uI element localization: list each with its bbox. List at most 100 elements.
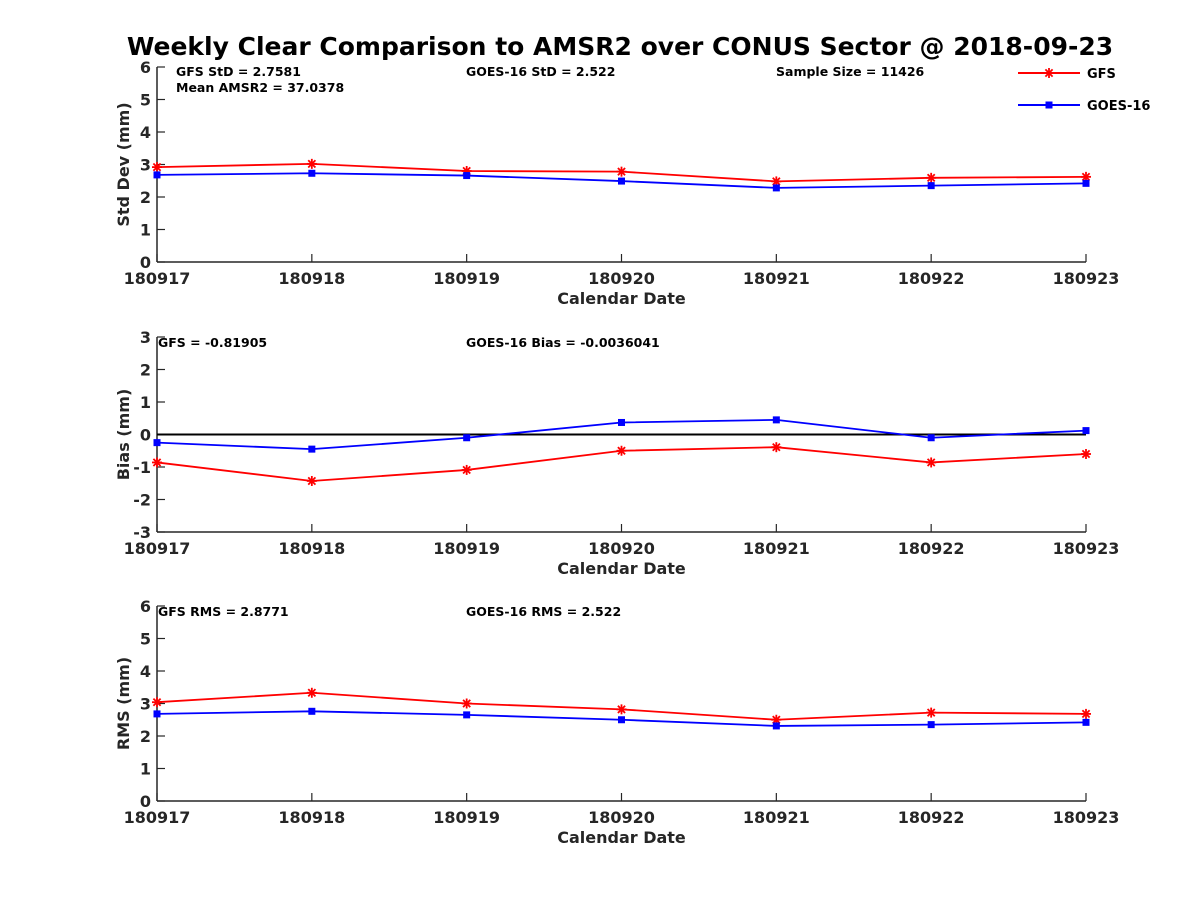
annotation-text: GOES-16 RMS = 2.522 (466, 604, 621, 619)
data-point-asterisk (152, 457, 162, 468)
data-point-square (153, 710, 161, 718)
data-point-asterisk (152, 162, 162, 173)
subplots: 0 1 2 3 4 5 6 180917 180918 180919 180920 180921 180… (114, 58, 1119, 847)
annotation-text: Sample Size = 11426 (776, 64, 925, 79)
x-tick-label: 180922 (898, 808, 965, 827)
data-point-asterisk (771, 442, 782, 453)
x-axis-label: Calendar Date (557, 559, 686, 578)
legend-gfs-asterisk-icon (1044, 68, 1054, 78)
y-axis-label: Bias (mm) (114, 389, 133, 481)
data-point-asterisk (152, 697, 162, 708)
x-tick-label: 180921 (743, 808, 810, 827)
x-tick-label: 180923 (1053, 269, 1120, 288)
y-tick-label: 3 (140, 328, 151, 347)
x-tick-label: 180917 (124, 539, 191, 558)
x-tick-label: 180923 (1053, 539, 1120, 558)
data-point-asterisk (926, 457, 937, 468)
data-point-asterisk (461, 464, 472, 475)
y-tick-label: 1 (140, 393, 151, 412)
subplot-3: 0 1 2 3 4 5 6 180917 180918 180919 180920 180921 180… (114, 597, 1119, 847)
data-point-square (927, 182, 935, 190)
y-axis-label: RMS (mm) (114, 657, 133, 750)
data-point-asterisk (1081, 708, 1091, 719)
legend-goes16-square-icon (1045, 101, 1053, 109)
data-point-square (463, 434, 471, 442)
data-point-asterisk (926, 172, 937, 183)
y-tick-label: 6 (140, 597, 151, 616)
y-tick-label: -3 (133, 523, 151, 542)
y-tick-label: 3 (140, 695, 151, 714)
y-tick-label: 1 (140, 760, 151, 779)
annotation-text: GFS = -0.81905 (158, 335, 267, 350)
data-point-asterisk (306, 687, 317, 698)
annotation-text: GOES-16 Bias = -0.0036041 (466, 335, 660, 350)
subplot-2: -3 -2 -1 0 1 2 3 180917 180918 180919 180920 180921… (114, 328, 1119, 578)
data-point-square (772, 722, 780, 730)
y-tick-label: 0 (140, 253, 151, 272)
x-tick-label: 180919 (433, 269, 500, 288)
annotation-text: Mean AMSR2 = 37.0378 (176, 80, 344, 95)
series-goes-16 (153, 169, 1090, 192)
x-tick-label: 180920 (588, 539, 655, 558)
x-tick-label: 180922 (898, 269, 965, 288)
data-point-square (772, 184, 780, 192)
x-tick-label: 180918 (278, 808, 345, 827)
y-tick-label: 3 (140, 156, 151, 175)
data-point-asterisk (1081, 449, 1091, 459)
y-axis-label: Std Dev (mm) (114, 102, 133, 226)
series-goes-16 (153, 416, 1090, 453)
annotation-text: GFS StD = 2.7581 (176, 64, 301, 79)
annotation-text: GOES-16 StD = 2.522 (466, 64, 615, 79)
subplot-1: 0 1 2 3 4 5 6 180917 180918 180919 180920 180921 180… (114, 58, 1119, 308)
data-point-square (463, 172, 471, 180)
y-tick-label: 0 (140, 426, 151, 445)
x-tick-label: 180919 (433, 539, 500, 558)
data-point-square (463, 711, 471, 719)
legend-gfs-label: GFS (1087, 67, 1116, 82)
y-tick-label: 2 (140, 727, 151, 746)
x-tick-label: 180920 (588, 269, 655, 288)
data-point-asterisk (926, 707, 937, 718)
y-tick-label: 1 (140, 221, 151, 240)
legend: GFS GOES-16 (1018, 67, 1150, 114)
y-tick-label: 6 (140, 58, 151, 77)
data-point-asterisk (306, 475, 317, 486)
y-tick-label: 2 (140, 188, 151, 207)
data-point-asterisk (616, 166, 627, 177)
x-tick-label: 180917 (124, 808, 191, 827)
x-tick-label: 180923 (1053, 808, 1120, 827)
series-gfs (152, 442, 1091, 486)
data-point-square (153, 171, 161, 179)
x-tick-label: 180918 (278, 539, 345, 558)
series-goes-16 (153, 707, 1090, 730)
y-tick-label: 0 (140, 792, 151, 811)
x-tick-label: 180917 (124, 269, 191, 288)
x-tick-label: 180918 (278, 269, 345, 288)
data-point-asterisk (461, 698, 472, 709)
x-tick-label: 180921 (743, 269, 810, 288)
data-point-square (308, 169, 316, 177)
data-point-square (308, 707, 316, 715)
figure-title: Weekly Clear Comparison to AMSR2 over CO… (127, 32, 1113, 61)
x-tick-label: 180921 (743, 539, 810, 558)
legend-goes16-label: GOES-16 (1087, 99, 1150, 114)
legend-gfs-asterisk-mark (1044, 68, 1054, 78)
y-tick-label: 2 (140, 361, 151, 380)
y-tick-label: -1 (133, 458, 151, 477)
data-point-square (1082, 427, 1090, 435)
data-point-asterisk (616, 704, 627, 715)
data-point-square (618, 716, 625, 724)
y-tick-label: 5 (140, 630, 151, 649)
annotation-text: GFS RMS = 2.8771 (158, 604, 289, 619)
data-point-asterisk (616, 445, 627, 456)
data-point-square (1082, 718, 1090, 726)
x-tick-label: 180919 (433, 808, 500, 827)
data-point-square (618, 418, 625, 426)
y-tick-label: 4 (140, 662, 151, 681)
data-point-square (1082, 179, 1090, 187)
data-point-square (927, 721, 935, 729)
data-point-square (308, 445, 316, 453)
x-axis-label: Calendar Date (557, 289, 686, 308)
data-point-asterisk (306, 158, 317, 169)
